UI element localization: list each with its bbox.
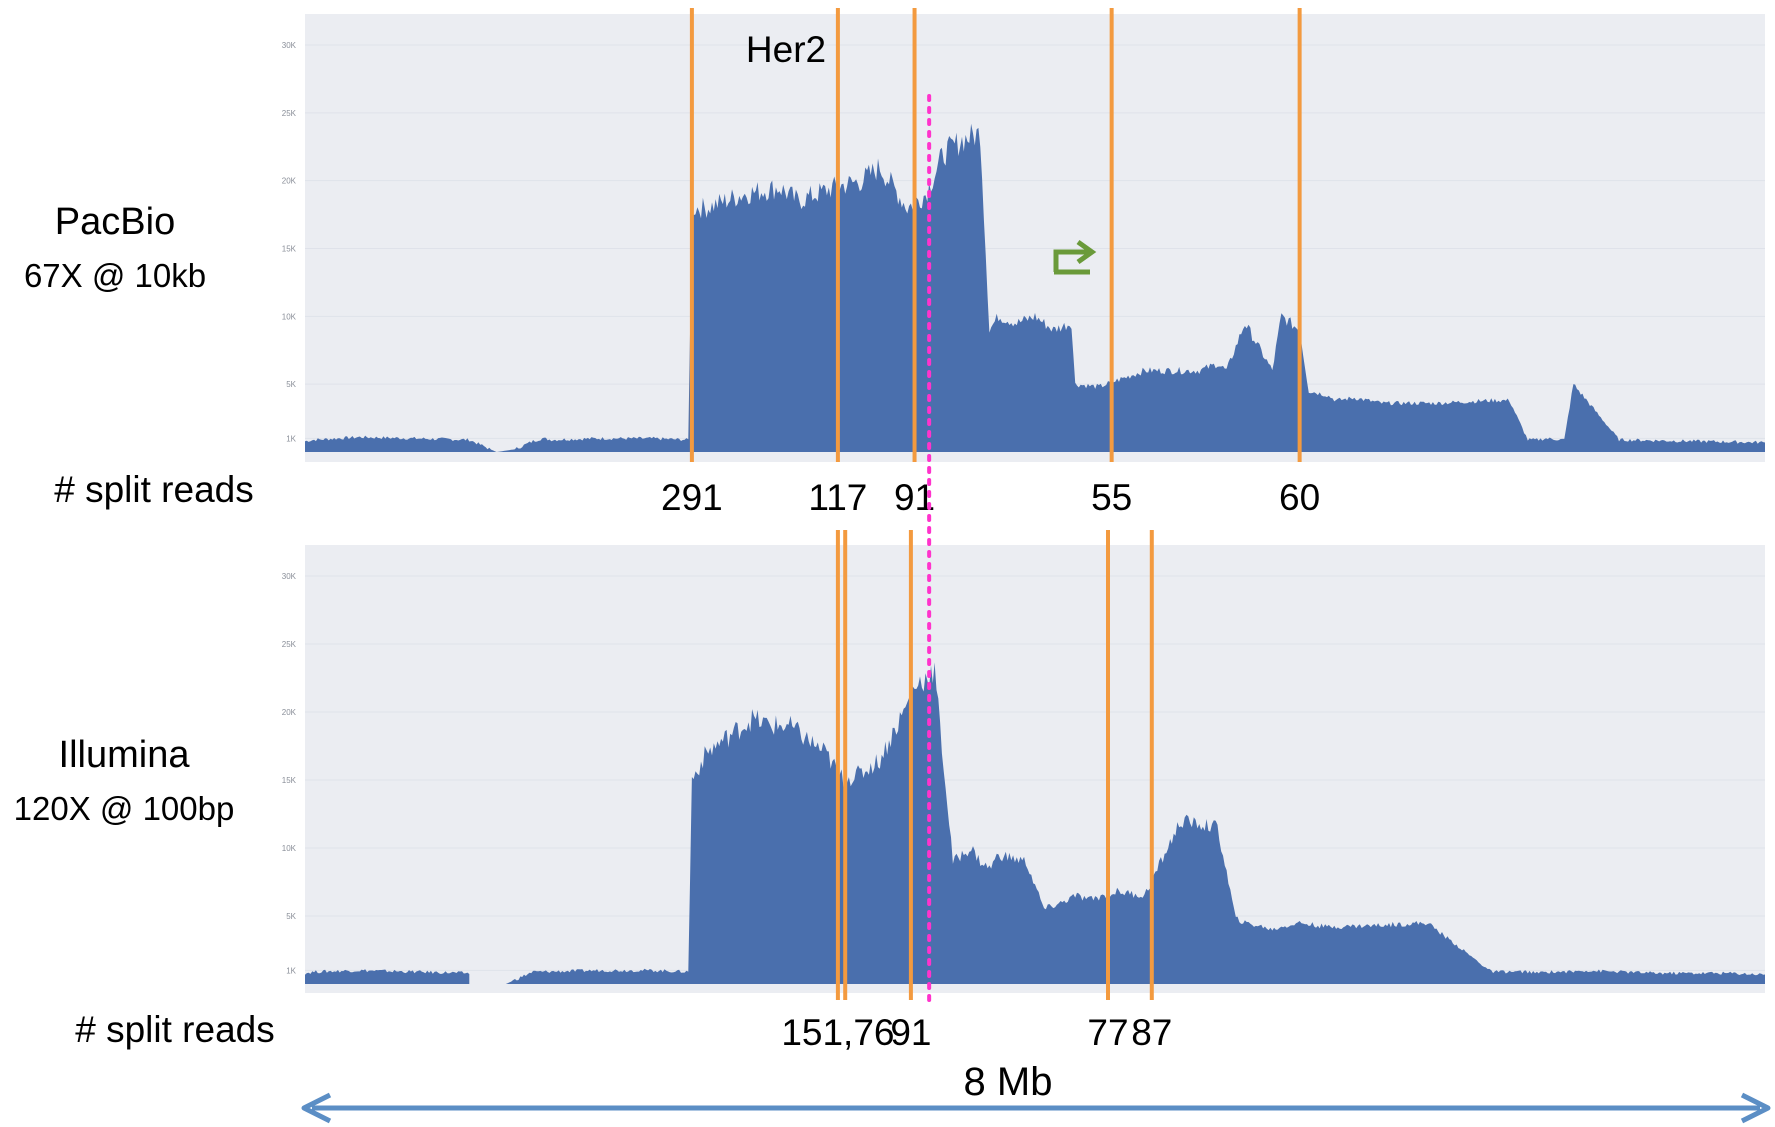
illumina-y-tick-label: 30K: [282, 572, 297, 581]
pacbio-breakpoint-count: 55: [1091, 477, 1132, 518]
illumina-y-tick-label: 20K: [282, 708, 297, 717]
transcription-start-arrow-icon: [1053, 239, 1097, 275]
illumina-coverage-area: [305, 662, 1765, 984]
illumina-y-tick-label: 1K: [286, 966, 296, 975]
pacbio-her2-label: Her2: [746, 29, 826, 70]
scale-bar: 8 Mb: [301, 1060, 1771, 1124]
pacbio-y-tick-label: 15K: [282, 245, 297, 254]
pacbio-y-tick-label: 20K: [282, 177, 297, 186]
pacbio-y-tick-label: 25K: [282, 109, 297, 118]
pacbio-breakpoint-count: 291: [661, 477, 723, 518]
pacbio-platform-label: PacBio: [55, 201, 175, 243]
scale-bar-right-arrow-icon: [1740, 1092, 1771, 1124]
illumina-y-tick-label: 10K: [282, 844, 297, 853]
illumina-breakpoint-count: 77: [1087, 1012, 1128, 1053]
illumina-breakpoint-count: 91: [890, 1012, 931, 1053]
pacbio-y-tick-label: 5K: [286, 380, 296, 389]
pacbio-y-tick-label: 30K: [282, 41, 297, 50]
illumina-y-tick-label: 25K: [282, 640, 297, 649]
pacbio-split-reads-label: # split reads: [54, 469, 254, 510]
pacbio-breakpoints: 291 117 91 55 60: [661, 8, 1320, 518]
illumina-coverage-label: 120X @ 100bp: [14, 790, 235, 827]
scale-bar-label: 8 Mb: [964, 1060, 1053, 1104]
pacbio-coverage-label: 67X @ 10kb: [24, 257, 206, 294]
scale-bar-left-arrow-icon: [301, 1092, 332, 1124]
illumina-platform-label: Illumina: [59, 734, 191, 776]
illumina-y-tick-label: 15K: [282, 776, 297, 785]
pacbio-y-tick-label: 10K: [282, 312, 297, 321]
pacbio-breakpoint-count: 60: [1279, 477, 1320, 518]
illumina-breakpoint-count: 87: [1131, 1012, 1172, 1053]
illumina-split-reads-label: # split reads: [75, 1009, 275, 1050]
pacbio-y-tick-label: 1K: [286, 434, 296, 443]
illumina-y-tick-label: 5K: [286, 912, 296, 921]
pacbio-breakpoint-count: 117: [808, 477, 867, 518]
pacbio-coverage-area: [305, 123, 1765, 453]
illumina-breakpoint-count: 151,76: [781, 1012, 894, 1053]
